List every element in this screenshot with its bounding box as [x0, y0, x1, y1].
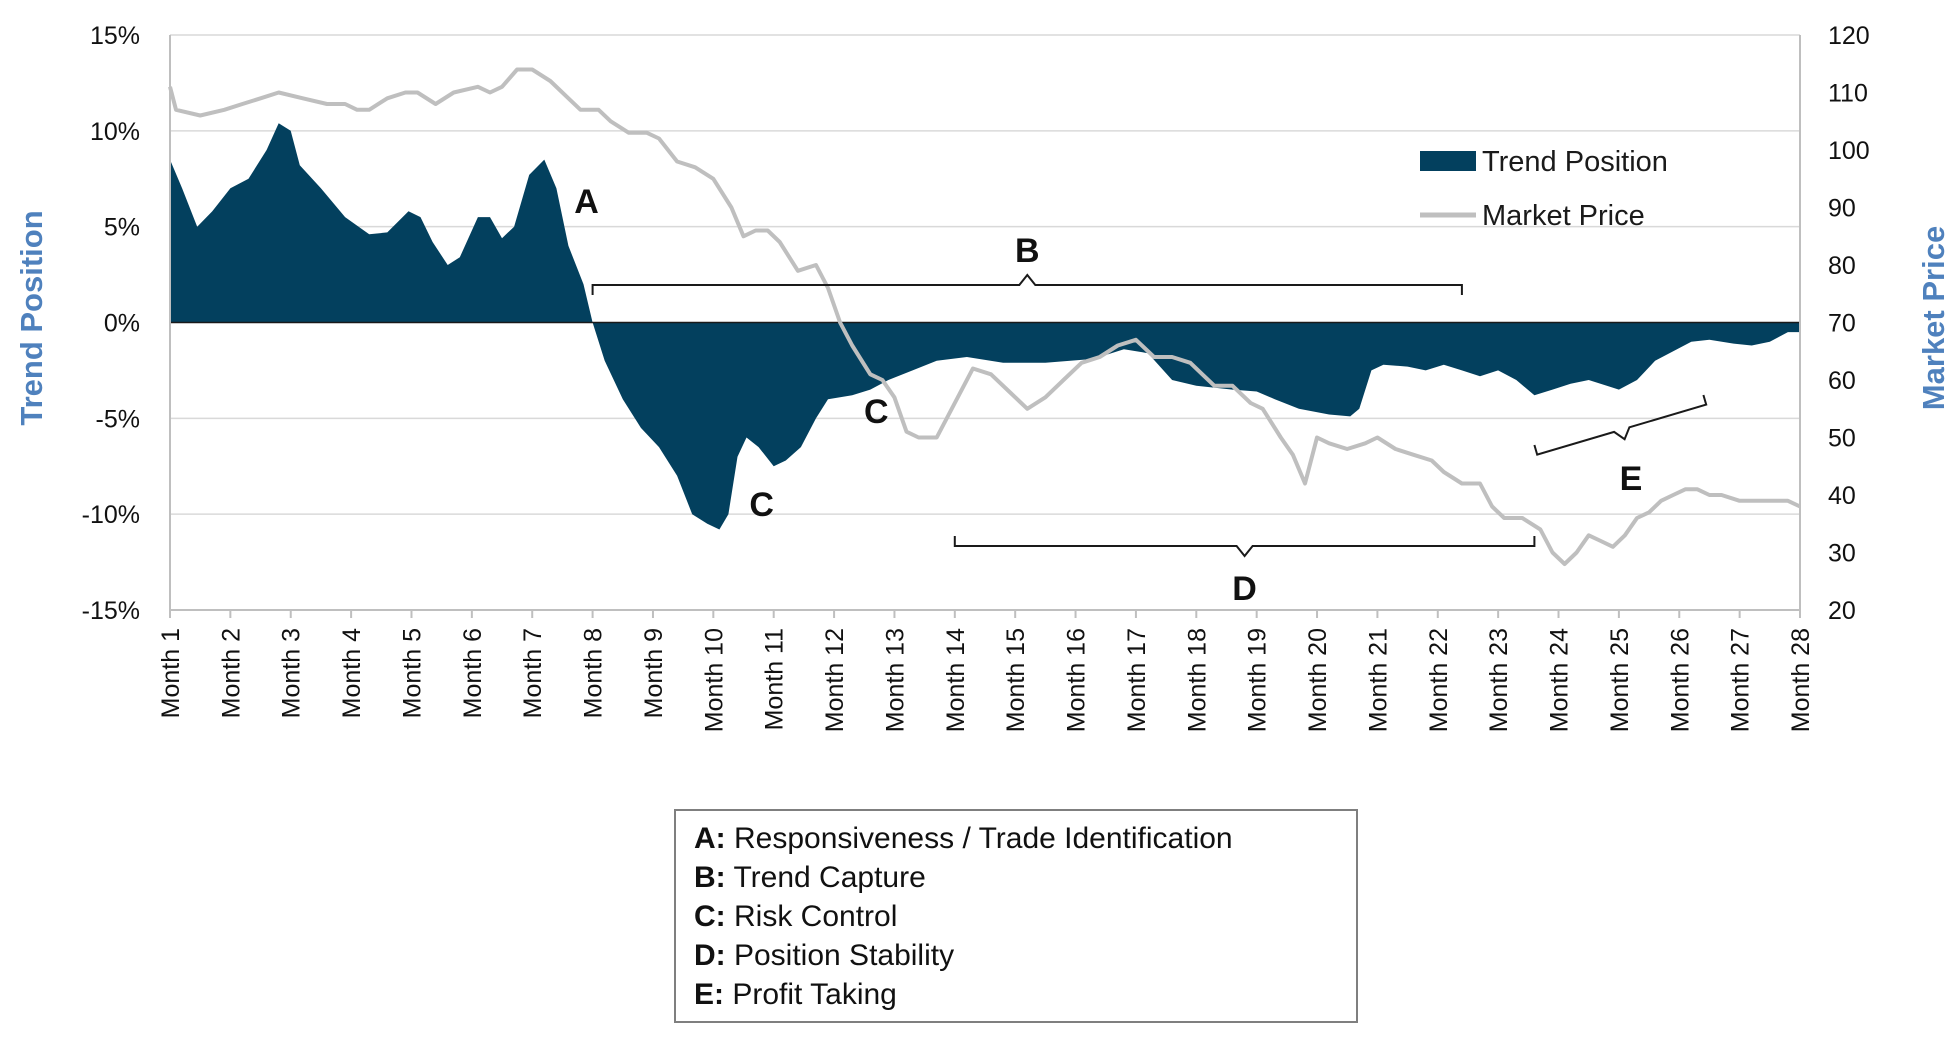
right-tick-label: 30 [1828, 540, 1856, 568]
left-tick-label: -5% [96, 405, 140, 433]
x-tick-label: Month 14 [942, 628, 970, 732]
annotation-b-bracket [591, 273, 1463, 295]
x-tick-label: Month 3 [278, 628, 306, 718]
x-tick-label: Month 12 [821, 628, 849, 732]
annotation-key: A: Responsiveness / Trade Identification… [674, 809, 1358, 1023]
x-axis-ticks: Month 1 Month 2 Month 3 Month 4 Month 5 Month… [157, 610, 1815, 732]
right-axis-title: Market Price [1916, 226, 1951, 410]
annotation-c-label-2: C [864, 393, 889, 431]
market-price-line-layer [168, 67, 1801, 566]
x-tick-label: Month 22 [1425, 628, 1453, 732]
annotation-e-bracket [1533, 394, 1708, 456]
left-axis-title: Trend Position [14, 210, 49, 425]
right-tick-label: 50 [1828, 425, 1856, 453]
right-tick-label: 80 [1828, 252, 1856, 280]
right-tick-label: 60 [1828, 367, 1856, 395]
left-tick-label: 15% [90, 22, 140, 50]
axes [169, 35, 1801, 611]
annotation-e-label: E [1620, 460, 1643, 498]
left-tick-label: 10% [90, 118, 140, 146]
x-tick-label: Month 7 [519, 628, 547, 718]
x-tick-label: Month 6 [459, 628, 487, 718]
right-tick-label: 90 [1828, 195, 1856, 223]
market-price-line [168, 67, 1801, 566]
annotation-a-label: A [574, 183, 599, 221]
legend: Trend Position Market Price [1420, 146, 1668, 232]
legend-swatch-trend-position [1420, 151, 1476, 171]
right-tick-label: 100 [1828, 137, 1870, 165]
annotation-d-label: D [1232, 570, 1257, 608]
x-tick-label: Month 20 [1304, 628, 1332, 732]
x-tick-label: Month 24 [1546, 628, 1574, 732]
legend-label-trend-position: Trend Position [1482, 146, 1668, 178]
x-tick-label: Month 13 [881, 628, 909, 732]
annotation-d-bracket [953, 536, 1536, 558]
x-tick-label: Month 18 [1183, 628, 1211, 732]
key-item-a: A: Responsiveness / Trade Identification [694, 822, 1233, 855]
right-tick-label: 120 [1828, 22, 1870, 50]
right-tick-label: 40 [1828, 482, 1856, 510]
left-axis-ticks: 15% 10% 5% 0% -5% -10% -15% [82, 22, 140, 625]
left-tick-label: 5% [104, 214, 140, 242]
trend-position-area [170, 123, 1800, 530]
x-tick-label: Month 11 [761, 628, 789, 730]
key-item-e: E: Profit Taking [694, 978, 897, 1011]
left-tick-label: 0% [104, 310, 140, 338]
key-item-c: C: Risk Control [694, 900, 898, 933]
annotations: A B C C D E [574, 183, 1708, 608]
right-axis-ticks: 120 110 100 90 80 70 60 50 40 30 20 [1828, 22, 1870, 625]
x-tick-label: Month 8 [580, 628, 608, 718]
trend-position-area-layer [170, 123, 1800, 530]
x-tick-label: Month 19 [1244, 628, 1272, 732]
left-tick-label: -15% [82, 597, 140, 625]
x-tick-label: Month 26 [1666, 628, 1694, 732]
x-tick-label: Month 21 [1364, 628, 1392, 732]
x-tick-label: Month 16 [1063, 628, 1091, 732]
right-tick-label: 20 [1828, 597, 1856, 625]
x-tick-label: Month 15 [1002, 628, 1030, 732]
x-tick-label: Month 27 [1727, 628, 1755, 732]
x-tick-label: Month 25 [1606, 628, 1634, 732]
x-tick-label: Month 23 [1485, 628, 1513, 732]
x-tick-label: Month 28 [1787, 628, 1815, 732]
legend-label-market-price: Market Price [1482, 200, 1645, 232]
left-tick-label: -10% [82, 501, 140, 529]
annotation-b-label: B [1015, 232, 1040, 270]
right-tick-label: 70 [1828, 310, 1856, 338]
key-item-d: D: Position Stability [694, 939, 955, 972]
x-tick-label: Month 4 [338, 628, 366, 718]
x-tick-label: Month 5 [398, 628, 426, 718]
x-tick-label: Month 10 [700, 628, 728, 732]
right-tick-label: 110 [1828, 80, 1868, 108]
x-tick-label: Month 1 [157, 628, 185, 718]
x-tick-label: Month 17 [1123, 628, 1151, 732]
annotation-c-label: C [749, 486, 774, 524]
x-tick-label: Month 2 [217, 628, 245, 718]
x-tick-label: Month 9 [640, 628, 668, 718]
key-item-b: B: Trend Capture [694, 861, 926, 894]
